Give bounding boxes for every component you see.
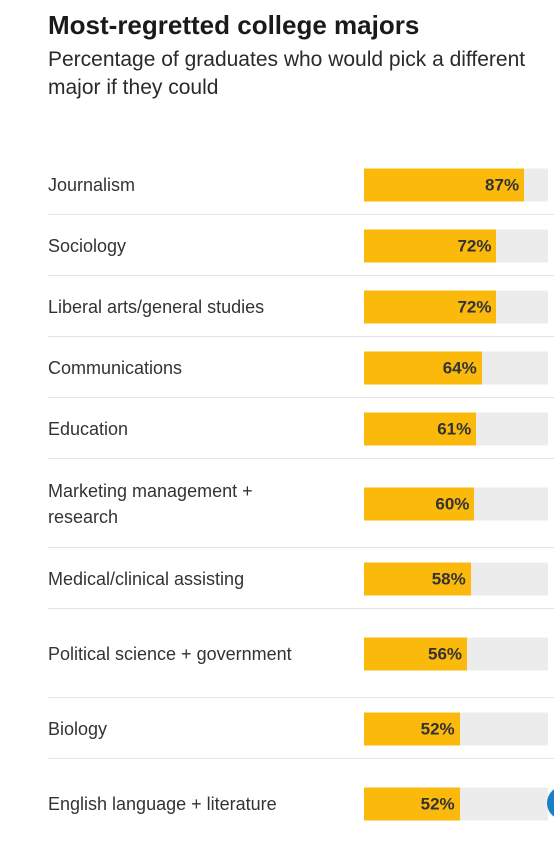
bar-track: 87% <box>364 168 548 201</box>
row-divider <box>48 697 554 698</box>
bar-row: Education 61% <box>0 398 554 459</box>
bar: 61% <box>364 412 477 445</box>
category-label: Biology <box>48 718 108 739</box>
bar: 64% <box>364 351 482 384</box>
bar-track: 64% <box>364 351 548 384</box>
bar-chart: Journalism 87% Sociology 72% Liberal arts/ge… <box>0 154 554 848</box>
bar-track: 52% <box>364 712 548 745</box>
bar-row: Marketing management + research 60% <box>0 459 554 548</box>
bar-track: 72% <box>364 290 548 323</box>
bar-row: Political science + government 56% <box>0 609 554 698</box>
category-label: Sociology <box>48 235 127 256</box>
bar: 72% <box>364 290 497 323</box>
row-divider <box>48 608 554 609</box>
category-label: Education <box>48 418 129 439</box>
value-label: 58% <box>431 569 466 588</box>
bar: 60% <box>364 487 475 520</box>
bar: 52% <box>364 787 460 820</box>
bar: 58% <box>364 562 471 595</box>
row-divider <box>48 458 554 459</box>
chart-title: Most-regretted college majors <box>48 10 420 40</box>
floating-action-button[interactable] <box>547 786 554 820</box>
category-label: Medical/clinical assisting <box>48 568 245 589</box>
bar-row: Biology 52% <box>0 698 554 759</box>
category-label: Marketing management + research <box>48 480 253 527</box>
bar-track: 58% <box>364 562 548 595</box>
category-label: English language + literature <box>48 793 277 814</box>
value-label: 60% <box>435 494 470 513</box>
value-label: 72% <box>457 236 492 255</box>
bar: 56% <box>364 637 468 670</box>
row-divider <box>48 275 554 276</box>
value-label: 52% <box>420 719 455 738</box>
bar-row: Liberal arts/general studies 72% <box>0 276 554 337</box>
bar-row: Communications 64% <box>0 337 554 398</box>
row-divider <box>48 336 554 337</box>
bar: 52% <box>364 712 460 745</box>
bar-track: 56% <box>364 637 548 670</box>
value-label: 56% <box>428 644 463 663</box>
bar: 87% <box>364 168 525 201</box>
row-divider <box>48 758 554 759</box>
bar-track: 72% <box>364 229 548 262</box>
row-divider <box>48 397 554 398</box>
value-label: 52% <box>420 794 455 813</box>
chart-subtitle: Percentage of graduates who would pick a… <box>48 48 526 99</box>
chart-header: Most-regretted college majors Percentage… <box>48 8 548 102</box>
value-label: 61% <box>437 419 472 438</box>
category-label: Journalism <box>48 174 136 195</box>
bar: 72% <box>364 229 497 262</box>
value-label: 87% <box>485 175 520 194</box>
bar-row: Medical/clinical assisting 58% <box>0 548 554 609</box>
bar-track: 60% <box>364 487 548 520</box>
row-divider <box>48 547 554 548</box>
category-label: Political science + government <box>48 643 292 664</box>
category-label: Liberal arts/general studies <box>48 296 265 317</box>
value-label: 64% <box>442 358 477 377</box>
bar-track: 61% <box>364 412 548 445</box>
bar-row: English language + literature 52% <box>0 759 554 848</box>
row-divider <box>48 214 554 215</box>
bar-row: Sociology 72% <box>0 215 554 276</box>
bar-track: 52% <box>364 787 548 820</box>
bar-row: Journalism 87% <box>0 154 554 215</box>
value-label: 72% <box>457 297 492 316</box>
category-label: Communications <box>48 357 183 378</box>
